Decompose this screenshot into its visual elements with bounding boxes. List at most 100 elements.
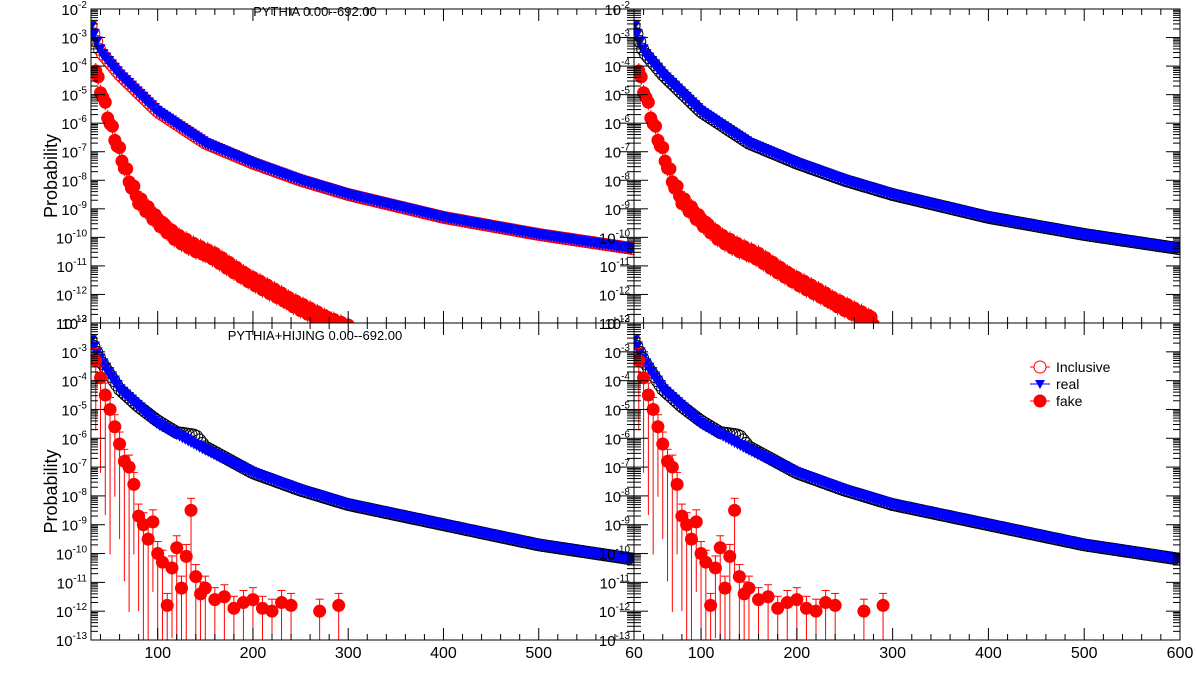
fake-point — [127, 477, 141, 491]
fake-point — [649, 119, 663, 133]
x-tick-label: 600 — [1167, 645, 1194, 662]
fake-point — [160, 598, 174, 612]
y-tick-label: 10-9 — [604, 516, 630, 535]
fake-point — [651, 420, 665, 434]
fake-point — [179, 549, 193, 563]
x-tick-label: 60 — [625, 645, 643, 662]
legend-marker-inclusive — [1033, 360, 1047, 374]
fake-point — [699, 555, 713, 569]
fake-point — [663, 162, 677, 176]
fake-point — [155, 555, 169, 569]
x-tick-label: 300 — [335, 645, 362, 662]
y-tick-label: 10-13 — [56, 314, 88, 333]
y-tick-label: 10-3 — [604, 343, 630, 362]
inclusive-point — [91, 333, 98, 347]
y-tick-label: 10-11 — [57, 257, 88, 276]
fake-point — [98, 95, 112, 109]
x-tick-label: 500 — [1071, 645, 1098, 662]
fake-point — [656, 437, 670, 451]
fake-point — [828, 598, 842, 612]
fake-point — [876, 598, 890, 612]
x-tick-label: 100 — [688, 645, 715, 662]
y-tick-label: 10-12 — [599, 285, 631, 304]
fake-point — [713, 541, 727, 555]
fake-point — [634, 70, 648, 84]
y-tick-label: 10-12 — [56, 285, 88, 304]
fake-point — [646, 402, 660, 416]
y-tick-label: 10-2 — [604, 314, 630, 333]
legend-marker-real — [1035, 380, 1045, 389]
y-tick-label: 10-9 — [61, 200, 87, 219]
fake-point — [332, 598, 346, 612]
y-tick-label: 10-3 — [61, 29, 87, 48]
panel-title: PYTHIA 0.00--692.00 — [253, 4, 377, 19]
y-tick-label: 10-5 — [604, 400, 630, 419]
y-tick-label: 10-10 — [56, 228, 88, 247]
y-tick-label: 10-8 — [604, 171, 630, 190]
y-tick-label: 10-4 — [61, 372, 87, 391]
fake-point — [689, 515, 703, 529]
inclusive-point — [634, 19, 641, 33]
y-tick-label: 10-7 — [61, 143, 87, 162]
fake-point — [718, 581, 732, 595]
y-tick-label: 10-6 — [61, 114, 87, 133]
fake-point — [742, 581, 756, 595]
y-tick-label: 10-4 — [61, 57, 87, 76]
fake-point — [141, 532, 155, 546]
y-tick-label: 10-5 — [604, 86, 630, 105]
fake-point — [146, 515, 160, 529]
y-tick-label: 10-11 — [600, 257, 631, 276]
fake-point — [313, 604, 327, 618]
panel-title: PYTHIA+HIJING 0.00--692.00 — [228, 328, 403, 343]
y-tick-label: 10-2 — [61, 0, 87, 19]
y-tick-label: 10-2 — [61, 314, 87, 333]
fake-point — [284, 598, 298, 612]
y-tick-label: 10-10 — [56, 545, 88, 564]
fake-point — [113, 140, 127, 154]
y-tick-label: 10-4 — [604, 372, 630, 391]
y-tick-label: 10-12 — [599, 602, 631, 621]
y-tick-label: 10-13 — [56, 631, 88, 650]
fake-point — [246, 593, 260, 607]
fake-point — [732, 570, 746, 584]
fake-point — [184, 503, 198, 517]
y-tick-label: 10-10 — [599, 545, 631, 564]
fake-point — [665, 460, 679, 474]
x-tick-label: 400 — [975, 645, 1002, 662]
fake-point — [265, 604, 279, 618]
x-tick-label: 300 — [879, 645, 906, 662]
y-tick-label: 10-11 — [57, 573, 88, 592]
fake-point — [704, 598, 718, 612]
y-axis-label: Probability — [41, 449, 61, 533]
fake-point — [227, 601, 241, 615]
plot-area-top-left — [91, 19, 634, 323]
fake-point — [771, 601, 785, 615]
fake-point — [91, 70, 105, 84]
fake-point — [809, 604, 823, 618]
fake-point — [708, 561, 722, 575]
plot-area-top-right — [634, 19, 1180, 323]
fake-point — [728, 503, 742, 517]
legend-label: fake — [1056, 393, 1083, 409]
x-tick-label: 200 — [783, 645, 810, 662]
plot-area-bottom-right — [634, 333, 1180, 640]
fake-point — [165, 561, 179, 575]
y-axis-label: Probability — [41, 134, 61, 218]
fake-point — [175, 581, 188, 595]
fake-point — [656, 140, 670, 154]
x-tick-label: 400 — [430, 645, 457, 662]
y-tick-label: 10-7 — [604, 458, 630, 477]
y-tick-label: 10-8 — [61, 171, 87, 190]
y-tick-label: 10-6 — [61, 429, 87, 448]
x-tick-label: 500 — [525, 645, 552, 662]
fake-point — [198, 581, 212, 595]
y-tick-label: 10-3 — [604, 29, 630, 48]
fake-point — [120, 162, 134, 176]
fake-point — [103, 402, 117, 416]
y-tick-label: 10-6 — [604, 114, 630, 133]
y-tick-label: 10-11 — [600, 573, 631, 592]
fake-point — [170, 541, 184, 555]
plot-area-bottom-left — [91, 333, 634, 640]
